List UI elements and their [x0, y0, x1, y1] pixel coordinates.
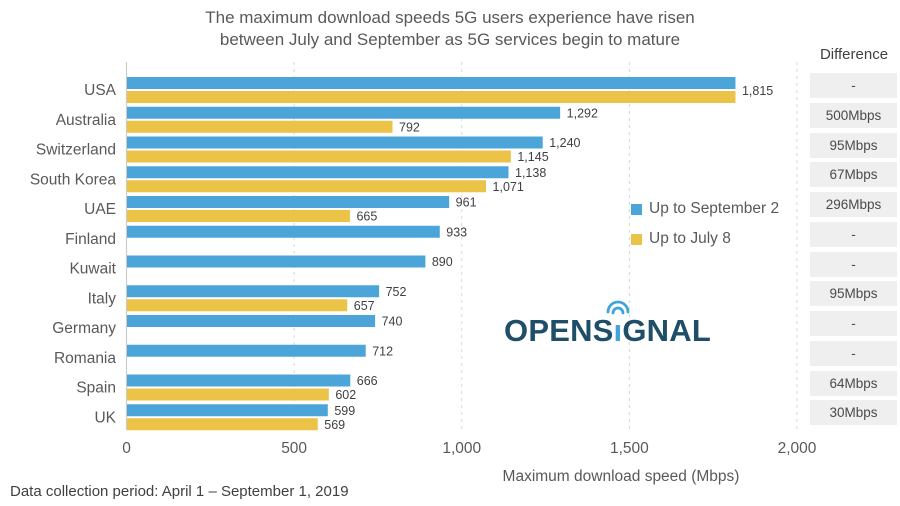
value-label-july: 657: [354, 299, 375, 313]
difference-value-usa: -: [810, 73, 897, 98]
difference-value-switzerland: 95Mbps: [810, 132, 897, 158]
value-label-september: 933: [446, 225, 467, 239]
value-label-july: 792: [399, 120, 420, 134]
country-label-finland: Finland: [65, 231, 116, 248]
bar-july-switzerland: [127, 150, 511, 163]
chart-title: The maximum download speeds 5G users exp…: [0, 7, 900, 51]
bar-september-switzerland: [127, 136, 543, 149]
value-label-september: 1,815: [742, 84, 773, 98]
difference-value-kuwait: -: [810, 251, 897, 277]
value-label-july: 1,145: [517, 150, 548, 164]
value-label-september: 666: [357, 374, 378, 388]
bar-september-uk: [127, 404, 328, 417]
legend-item-july: Up to July 8: [631, 224, 779, 254]
bar-july-uk: [127, 418, 318, 431]
bar-september-usa: [127, 77, 736, 89]
value-label-september: 1,138: [515, 166, 546, 180]
bar-september-south-korea: [127, 166, 509, 179]
x-tick-2000: 2,000: [778, 440, 817, 457]
bar-september-spain: [127, 374, 351, 387]
bar-september-australia: [127, 106, 561, 119]
value-label-july: 665: [356, 210, 377, 224]
country-label-usa: USA: [84, 82, 117, 99]
wifi-signal-icon: [606, 300, 630, 315]
x-tick-1500: 1,500: [610, 440, 649, 457]
opensignal-logo: OPENS ıGNAL: [504, 297, 711, 349]
chart-title-line2: between July and September as 5G service…: [219, 30, 681, 49]
logo-text-pre: OPENS: [504, 313, 614, 348]
value-label-september: 740: [382, 315, 403, 329]
value-label-july: 1,071: [493, 180, 524, 194]
difference-value-spain: 64Mbps: [810, 370, 897, 396]
country-label-kuwait: Kuwait: [69, 261, 116, 278]
difference-value-australia: 500Mbps: [810, 102, 897, 128]
value-label-july: 569: [324, 418, 345, 432]
difference-value-italy: 95Mbps: [810, 281, 897, 307]
value-label-september: 752: [386, 285, 407, 299]
country-label-switzerland: Switzerland: [36, 142, 116, 159]
country-label-spain: Spain: [76, 380, 116, 397]
bar-july-italy: [127, 299, 348, 312]
value-label-september: 961: [456, 196, 477, 210]
x-axis-label: Maximum download speed (Mbps): [503, 468, 740, 485]
value-label-september: 890: [432, 255, 453, 269]
bar-july-south-korea: [127, 180, 487, 193]
value-label-september: 599: [334, 404, 355, 418]
legend-label-july: Up to July 8: [649, 230, 731, 247]
value-label-july: 602: [335, 388, 356, 402]
legend-item-september: Up to September 2: [631, 194, 779, 224]
bar-september-kuwait: [127, 255, 426, 268]
difference-value-uk: 30Mbps: [810, 400, 897, 426]
bar-september-finland: [127, 225, 440, 238]
x-tick-500: 500: [281, 440, 307, 457]
value-label-september: 1,292: [567, 106, 598, 120]
chart-legend: Up to September 2 Up to July 8: [631, 194, 779, 254]
difference-value-finland: -: [810, 221, 897, 247]
country-label-south-korea: South Korea: [30, 171, 117, 188]
difference-column-header: Difference: [819, 46, 889, 63]
country-label-uk: UK: [94, 409, 116, 426]
country-label-romania: Romania: [54, 350, 116, 367]
bar-september-italy: [127, 285, 380, 298]
bar-july-uae: [127, 210, 350, 222]
legend-swatch-september: [631, 203, 642, 215]
logo-text-i: ı: [613, 313, 623, 348]
country-label-australia: Australia: [56, 112, 117, 129]
chart-title-line1: The maximum download speeds 5G users exp…: [205, 8, 695, 27]
value-label-september: 712: [372, 344, 393, 358]
difference-value-germany: -: [810, 311, 897, 336]
legend-label-september: Up to September 2: [649, 200, 780, 217]
difference-value-romania: -: [810, 340, 897, 366]
bar-september-germany: [127, 315, 376, 327]
difference-value-south-korea: 67Mbps: [810, 162, 897, 188]
difference-value-uae: 296Mbps: [810, 192, 897, 217]
country-label-germany: Germany: [52, 320, 116, 337]
logo-text-post: GNAL: [622, 313, 711, 348]
country-label-uae: UAE: [84, 201, 116, 218]
bar-september-uae: [127, 196, 450, 208]
bar-september-romania: [127, 344, 366, 357]
value-label-september: 1,240: [549, 136, 580, 150]
bar-july-australia: [127, 120, 393, 133]
country-label-italy: Italy: [88, 290, 117, 307]
bar-july-usa: [127, 91, 736, 103]
data-collection-note: Data collection period: April 1 – Septem…: [10, 483, 349, 500]
x-tick-0: 0: [122, 440, 131, 457]
legend-swatch-july: [631, 233, 642, 245]
x-tick-1000: 1,000: [442, 440, 481, 457]
bar-july-spain: [127, 388, 329, 401]
